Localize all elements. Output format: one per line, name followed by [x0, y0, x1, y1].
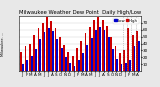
- Bar: [80, 41, 82, 71]
- Bar: [39, 39, 41, 71]
- Bar: [56, 39, 58, 71]
- Bar: [112, 49, 114, 71]
- Bar: [46, 17, 48, 71]
- Bar: [72, 56, 74, 71]
- Bar: [26, 60, 28, 71]
- Bar: [20, 52, 22, 71]
- Bar: [44, 32, 45, 71]
- Bar: [69, 63, 71, 71]
- Bar: [128, 28, 129, 71]
- Bar: [29, 44, 31, 71]
- Bar: [68, 52, 69, 71]
- Bar: [134, 46, 135, 71]
- Bar: [55, 28, 56, 71]
- Bar: [138, 41, 140, 71]
- Bar: [132, 35, 134, 71]
- Bar: [59, 37, 61, 71]
- Bar: [86, 45, 88, 71]
- Bar: [125, 63, 127, 71]
- Bar: [116, 59, 118, 71]
- Title: Milwaukee Weather Dew Point  Daily High/Low: Milwaukee Weather Dew Point Daily High/L…: [19, 10, 141, 15]
- Bar: [50, 21, 52, 71]
- Bar: [91, 38, 92, 71]
- Bar: [22, 64, 24, 71]
- Bar: [76, 48, 78, 71]
- Bar: [95, 30, 97, 71]
- Bar: [97, 17, 99, 71]
- Legend: Low, High: Low, High: [113, 18, 139, 24]
- Bar: [104, 30, 105, 71]
- Bar: [136, 31, 138, 71]
- Bar: [93, 20, 95, 71]
- Bar: [119, 53, 121, 71]
- Bar: [25, 46, 26, 71]
- Bar: [99, 27, 101, 71]
- Bar: [52, 31, 54, 71]
- Bar: [110, 37, 112, 71]
- Bar: [42, 23, 44, 71]
- Bar: [61, 48, 63, 71]
- Bar: [38, 28, 39, 71]
- Bar: [89, 27, 91, 71]
- Bar: [31, 56, 32, 71]
- Bar: [74, 66, 75, 71]
- Bar: [129, 60, 131, 71]
- Text: Milwaukee, ...: Milwaukee, ...: [1, 31, 5, 56]
- Bar: [121, 64, 122, 71]
- Bar: [123, 50, 125, 71]
- Bar: [63, 45, 65, 71]
- Bar: [115, 46, 116, 71]
- Bar: [35, 49, 37, 71]
- Bar: [78, 60, 80, 71]
- Bar: [106, 26, 108, 71]
- Bar: [48, 28, 50, 71]
- Bar: [108, 37, 110, 71]
- Bar: [82, 53, 84, 71]
- Bar: [85, 33, 86, 71]
- Bar: [102, 20, 104, 71]
- Bar: [33, 35, 35, 71]
- Bar: [65, 57, 67, 71]
